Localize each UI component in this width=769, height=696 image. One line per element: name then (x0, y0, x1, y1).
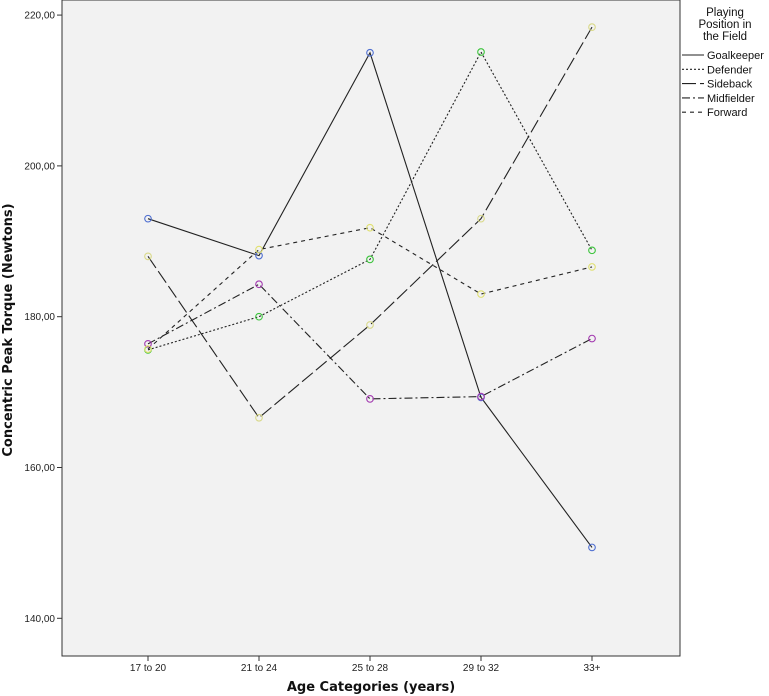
x-tick-label: 29 to 32 (463, 663, 500, 674)
series-midfielder (144, 280, 596, 403)
y-axis: 140,00 160,00 180,00 200,00 220,00 (24, 11, 62, 625)
legend-label: Defender (707, 64, 753, 76)
data-point (144, 252, 152, 261)
data-point (588, 246, 596, 255)
x-axis: 17 to 20 21 to 24 25 to 28 29 to 32 33+ (130, 656, 601, 674)
data-point (477, 214, 485, 223)
legend-title: the Field (703, 31, 747, 43)
data-point (588, 263, 596, 271)
series-line (147, 50, 593, 351)
x-axis-title: Age Categories (years) (287, 680, 455, 695)
legend-item-goalkeeper: Goalkeeper (682, 50, 764, 62)
series-sideback (144, 23, 596, 422)
data-point (366, 48, 374, 57)
y-axis-title: Concentric Peak Torque (Newtons) (1, 203, 16, 456)
x-tick-label: 25 to 28 (352, 663, 389, 674)
data-point (255, 312, 263, 321)
y-tick-label: 160,00 (24, 463, 55, 474)
legend-label: Forward (707, 107, 747, 119)
x-tick-label: 17 to 20 (130, 663, 167, 674)
data-point (255, 280, 263, 289)
data-point (144, 345, 152, 353)
x-tick-label: 33+ (584, 663, 601, 674)
series-line (147, 227, 593, 350)
legend-title: Playing (706, 7, 744, 19)
data-point (366, 395, 374, 403)
data-point (477, 48, 485, 56)
data-point (255, 245, 263, 254)
series-forward (144, 223, 596, 353)
legend-label: Sideback (707, 79, 753, 91)
legend-item-sideback: Sideback (682, 79, 753, 91)
data-point (366, 321, 374, 329)
data-point (588, 23, 596, 31)
data-point (588, 334, 596, 343)
y-tick-label: 140,00 (24, 614, 55, 625)
series-layer (144, 23, 596, 552)
data-point (366, 255, 374, 264)
data-point (477, 392, 485, 401)
legend-item-forward: Forward (682, 107, 747, 119)
legend-label: Midfielder (707, 93, 755, 105)
series-line (147, 283, 593, 400)
legend-title: Position in (698, 19, 751, 31)
series-goalkeeper (144, 48, 596, 552)
legend-item-defender: Defender (682, 64, 753, 76)
data-point (366, 223, 374, 232)
data-point (588, 543, 596, 552)
series-line (147, 26, 593, 419)
y-tick-label: 200,00 (24, 161, 55, 172)
y-tick-label: 180,00 (24, 312, 55, 323)
data-point (144, 214, 152, 223)
x-tick-label: 21 to 24 (241, 663, 278, 674)
data-point (255, 413, 263, 422)
legend-label: Goalkeeper (707, 50, 764, 62)
legend-item-midfielder: Midfielder (682, 93, 755, 105)
data-point (144, 339, 152, 348)
data-point (255, 251, 263, 260)
data-point (477, 290, 485, 298)
series-line (147, 51, 593, 548)
y-tick-label: 220,00 (24, 11, 55, 22)
